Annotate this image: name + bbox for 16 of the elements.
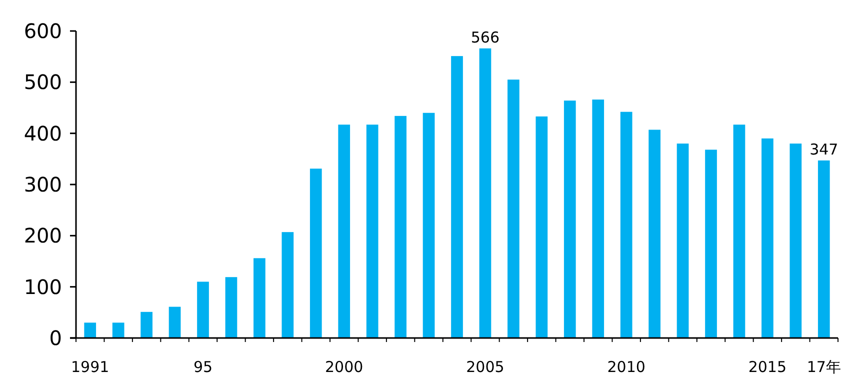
data-label: 347	[810, 140, 838, 158]
x-tick-label: 2010	[607, 358, 646, 376]
y-tick-label: 0	[49, 326, 62, 350]
x-tick-label: 17年	[806, 358, 841, 376]
x-tick-label: 95	[193, 358, 213, 376]
x-tick-label: 2005	[466, 358, 504, 376]
y-tick-label: 400	[24, 121, 62, 146]
y-tick-label: 300	[24, 172, 62, 196]
x-tick-label: 2015	[748, 358, 787, 376]
data-label: 566	[470, 28, 500, 46]
y-tick-label: 600	[24, 19, 62, 43]
y-tick-label: 500	[24, 70, 62, 94]
y-tick-label: 200	[24, 224, 62, 248]
y-tick-label: 100	[24, 274, 62, 299]
x-tick-label: 1991	[71, 358, 110, 376]
x-tick-label: 2000	[325, 358, 364, 376]
